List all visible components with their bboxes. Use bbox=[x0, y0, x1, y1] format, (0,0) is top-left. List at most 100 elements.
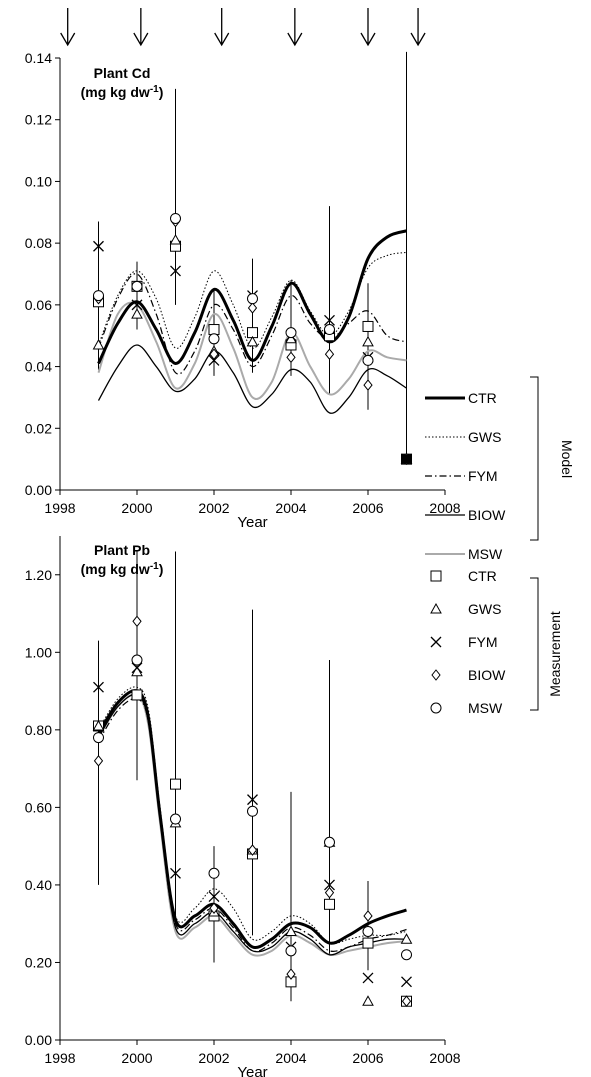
legend-label: GWS bbox=[468, 601, 501, 617]
panel-subtitle: (mg kg dw-1) bbox=[81, 561, 164, 578]
measurement-point-biow bbox=[286, 351, 296, 364]
measurement-group-label: Measurement bbox=[547, 611, 563, 697]
measurement-point-msw bbox=[324, 324, 335, 336]
measurement-point-fym bbox=[362, 972, 374, 984]
model-line-fym bbox=[97, 273, 407, 375]
measurement-point-msw bbox=[131, 654, 143, 666]
measurement-point-msw bbox=[401, 949, 412, 961]
measurement-point-ctr bbox=[362, 320, 374, 332]
panel-subtitle: (mg kg dw-1) bbox=[81, 84, 164, 101]
y-tick-label: 0.04 bbox=[25, 359, 52, 375]
x-tick-label: 1998 bbox=[44, 500, 75, 516]
model-line-ctr bbox=[97, 689, 407, 950]
measurement-point-ctr bbox=[170, 778, 181, 790]
measurement-point-biow bbox=[209, 902, 219, 914]
x-tick-label: 2008 bbox=[429, 500, 460, 516]
y-tick-label: 1.20 bbox=[25, 567, 52, 583]
legend-label: CTR bbox=[468, 568, 497, 584]
measurement-point-fym bbox=[324, 879, 335, 891]
measurement-point-fym bbox=[170, 265, 181, 277]
measurement-point-biow bbox=[363, 910, 373, 922]
measurement-point-biow bbox=[132, 615, 142, 628]
measurement-point-msw bbox=[362, 925, 374, 937]
legend-label: MSW bbox=[468, 546, 503, 562]
measurement-point-gws bbox=[169, 234, 182, 245]
measurement-point-ctr bbox=[208, 324, 220, 336]
model-bracket bbox=[530, 376, 539, 541]
measurement-point-biow bbox=[324, 348, 335, 361]
application-arrow bbox=[360, 8, 376, 47]
legend-marker-biow bbox=[431, 669, 441, 681]
x-tick-label: 2004 bbox=[275, 1050, 306, 1066]
legend-marker-gws bbox=[430, 602, 442, 614]
measurement-point-biow bbox=[286, 968, 296, 980]
y-tick-label: 0.40 bbox=[25, 877, 52, 893]
legend-label: MSW bbox=[468, 700, 503, 716]
measurement-point-fym bbox=[131, 662, 143, 674]
measurement-point-msw bbox=[93, 290, 104, 302]
measurement-point-fym bbox=[208, 891, 220, 903]
y-tick-label: 0.12 bbox=[25, 112, 52, 128]
measurement-point-msw bbox=[170, 212, 181, 224]
measurement-point-biow bbox=[401, 995, 412, 1008]
y-tick-label: 0.14 bbox=[25, 50, 52, 66]
measurement-point-biow bbox=[363, 379, 373, 391]
legend-label: BIOW bbox=[468, 507, 506, 523]
application-arrow bbox=[214, 8, 230, 47]
measurement-point-fym bbox=[131, 299, 143, 311]
plant-pb-panel: 0.00 0.20 0.40 0.60 0.80 1.00 1.20 1998 2000 2002… bbox=[25, 536, 461, 1077]
application-arrow bbox=[287, 8, 303, 47]
legend-marker-fym bbox=[430, 636, 442, 648]
measurement-point-msw bbox=[362, 354, 374, 366]
application-arrow bbox=[410, 8, 426, 47]
y-tick-label: 0.80 bbox=[25, 722, 52, 738]
measurement-point-biow bbox=[247, 844, 258, 856]
model-line-msw bbox=[97, 301, 407, 400]
measurement-point-msw bbox=[324, 836, 335, 848]
y-tick-label: 0.60 bbox=[25, 799, 52, 815]
model-line-biow bbox=[97, 344, 407, 414]
measurement-point-gws bbox=[131, 308, 143, 319]
legend-label: FYM bbox=[468, 634, 498, 650]
panel-title: Plant Cd bbox=[94, 65, 151, 81]
x-axis-title: Year bbox=[237, 514, 267, 531]
x-tick-label: 2002 bbox=[198, 1050, 229, 1066]
measurement-point-msw bbox=[208, 867, 220, 879]
measurement-point-fym bbox=[324, 314, 335, 326]
measurement-point-fym bbox=[93, 240, 104, 252]
measurement-point-msw bbox=[170, 813, 181, 825]
measurement-point-ctr bbox=[324, 898, 335, 910]
measurement-point-gws bbox=[92, 719, 105, 731]
application-arrow bbox=[133, 8, 149, 47]
x-tick-label: 2008 bbox=[429, 1050, 460, 1066]
legend-label: CTR bbox=[468, 390, 497, 406]
panel-title: Plant Pb bbox=[94, 542, 150, 558]
legend-marker-ctr bbox=[430, 570, 442, 582]
measurement-point-biow bbox=[93, 755, 104, 767]
measurement-point-fym bbox=[208, 354, 220, 366]
measurement-point-fym bbox=[170, 867, 181, 879]
x-axis-title: Year bbox=[237, 1064, 267, 1077]
measurement-point-ctr bbox=[362, 937, 374, 949]
measurement-point-gws bbox=[92, 338, 105, 350]
y-tick-label: 0.02 bbox=[25, 420, 52, 436]
y-tick-label: 0.08 bbox=[25, 235, 52, 251]
x-tick-label: 1998 bbox=[44, 1050, 75, 1066]
measurement-point-msw bbox=[285, 327, 297, 339]
legend-marker-msw bbox=[430, 702, 442, 714]
x-tick-label: 2004 bbox=[275, 500, 306, 516]
measurement-point-biow bbox=[324, 886, 335, 899]
y-tick-label: 0.10 bbox=[25, 173, 52, 189]
model-line-gws bbox=[98, 686, 407, 945]
measurement-point-gws bbox=[246, 335, 259, 347]
x-tick-label: 2000 bbox=[121, 1050, 152, 1066]
y-tick-label: 0.20 bbox=[25, 954, 52, 970]
legend: CTR GWS FYM BIOW MSW Model CTR GWS FYM BIOW MSW Mea… bbox=[425, 376, 575, 716]
model-group-label: Model bbox=[559, 440, 575, 478]
measurement-point-gws bbox=[285, 925, 297, 936]
y-tick-label: 1.00 bbox=[25, 644, 52, 660]
measurement-point-biow bbox=[209, 348, 219, 361]
model-line-ctr bbox=[97, 229, 407, 365]
measurement-point-fym bbox=[401, 976, 412, 988]
x-tick-label: 2006 bbox=[352, 1050, 383, 1066]
